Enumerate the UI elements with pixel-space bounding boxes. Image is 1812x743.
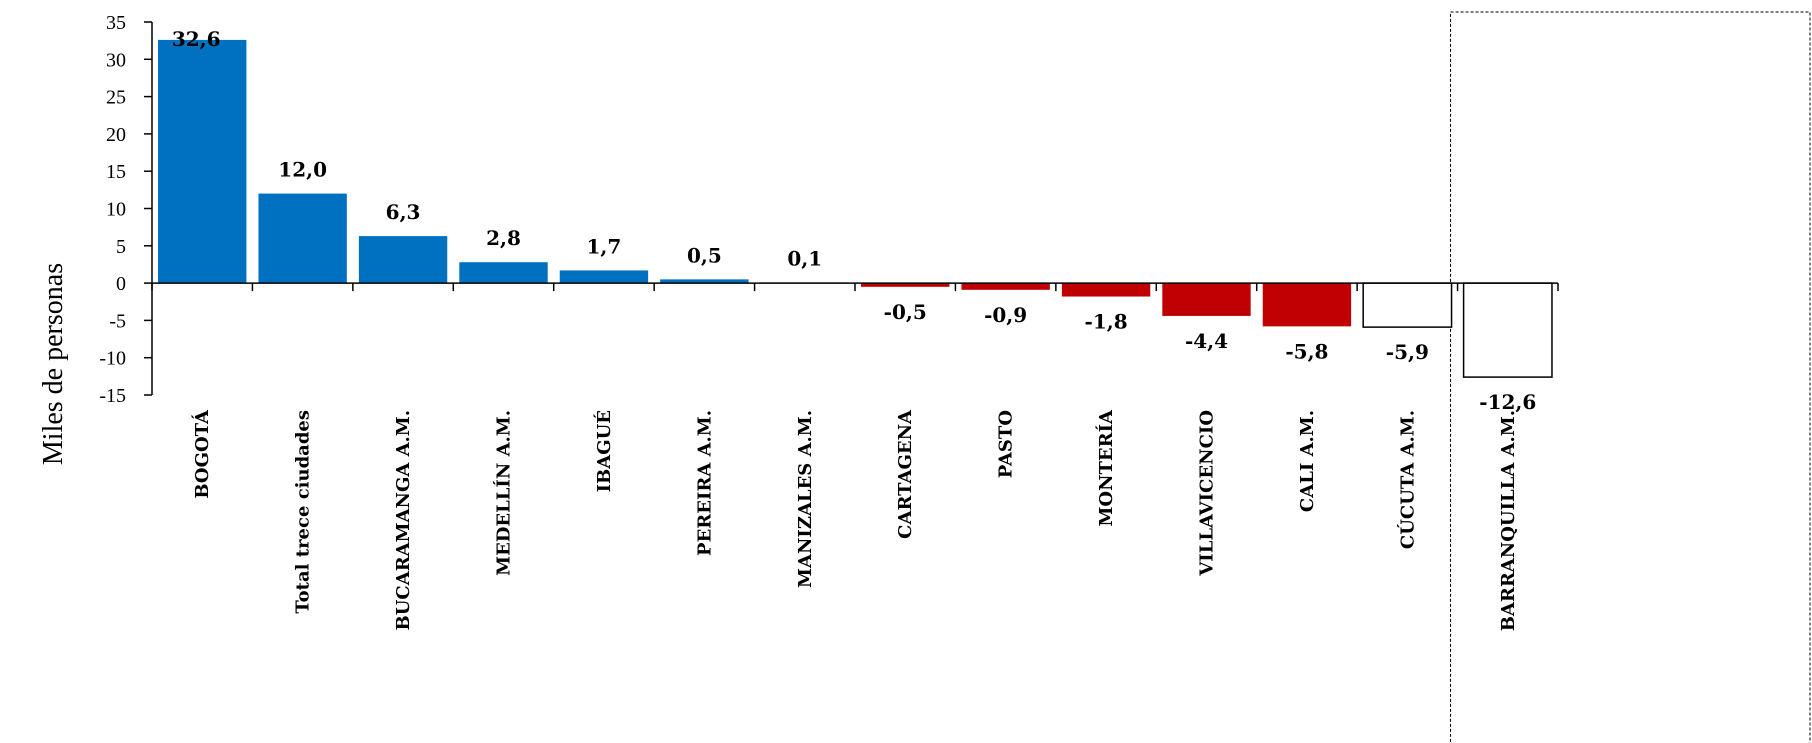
bar xyxy=(660,279,749,284)
value-label: -12,6 xyxy=(1479,390,1536,414)
category-label: CARTAGENA xyxy=(895,409,916,539)
y-axis-label: Miles de personas xyxy=(38,263,69,465)
y-tick-label: 5 xyxy=(116,236,126,258)
y-ticks-layer: 35 30 25 20 15 10 5 0 -5 -10 -15 xyxy=(99,12,152,407)
value-label: 12,0 xyxy=(278,158,327,182)
axes-layer xyxy=(151,22,1559,395)
y-tick-label: 0 xyxy=(116,273,126,295)
y-tick-label: 10 xyxy=(106,199,126,221)
bar xyxy=(961,283,1050,290)
value-label: 6,3 xyxy=(386,200,421,224)
category-label: MONTERÍA xyxy=(1094,409,1117,527)
value-label: -5,9 xyxy=(1386,340,1429,364)
highlight-box xyxy=(1450,11,1811,743)
y-tick-label: 25 xyxy=(106,87,126,109)
category-label: BUCARAMANGA A.M. xyxy=(393,410,414,631)
bar xyxy=(559,270,649,284)
value-label: 32,6 xyxy=(172,27,221,51)
category-label: Total trece ciudades xyxy=(293,410,314,614)
category-label: PASTO xyxy=(996,410,1017,478)
x-categories-layer: BOGOTÁ Total trece ciudades BUCARAMANGA A.… xyxy=(190,409,1519,631)
bar xyxy=(1061,283,1151,297)
category-label: BARRANQUILLA A.M. xyxy=(1498,410,1519,631)
bar xyxy=(459,262,548,284)
value-label: 1,7 xyxy=(587,234,622,258)
bars-layer xyxy=(158,39,1553,378)
category-label: CALI A.M. xyxy=(1297,410,1318,512)
value-label: -4,4 xyxy=(1185,329,1228,353)
category-label: VILLAVICENCIO xyxy=(1197,410,1218,577)
y-tick-label: 15 xyxy=(106,161,126,183)
y-tick-label: -10 xyxy=(99,348,126,370)
bar xyxy=(1462,282,1553,378)
value-label: -5,8 xyxy=(1285,339,1328,363)
y-tick-label: 35 xyxy=(106,12,126,34)
y-tick-label: 30 xyxy=(106,49,126,71)
value-labels-layer: 32,6 12,0 6,3 2,8 1,7 0,5 0,1 -0,5 -0,9 -1,8 -4,4 -… xyxy=(172,27,1536,414)
bar xyxy=(258,193,347,284)
category-label: IBAGUÉ xyxy=(592,410,615,492)
y-tick-label: -15 xyxy=(99,385,126,407)
category-label: CÚCUTA A.M. xyxy=(1395,410,1418,549)
bar xyxy=(1162,283,1251,316)
category-label: MEDELLÍN A.M. xyxy=(492,410,515,576)
category-label: PEREIRA A.M. xyxy=(694,410,715,556)
bar xyxy=(1362,282,1453,328)
category-label: BOGOTÁ xyxy=(190,409,213,499)
y-tick-label: 20 xyxy=(106,124,126,146)
value-label: 0,5 xyxy=(687,243,722,267)
bar xyxy=(861,283,950,287)
highlight-box-layer xyxy=(1450,11,1811,743)
bar xyxy=(358,236,448,284)
y-tick-label: -5 xyxy=(109,310,126,332)
value-label: -0,9 xyxy=(984,303,1027,327)
value-label: -1,8 xyxy=(1085,310,1128,334)
bar xyxy=(158,39,247,284)
bar xyxy=(1262,283,1352,327)
value-label: 0,1 xyxy=(787,246,822,270)
value-label: 2,8 xyxy=(486,226,521,250)
value-label: -0,5 xyxy=(884,300,927,324)
category-label: MANIZALES A.M. xyxy=(795,410,816,588)
